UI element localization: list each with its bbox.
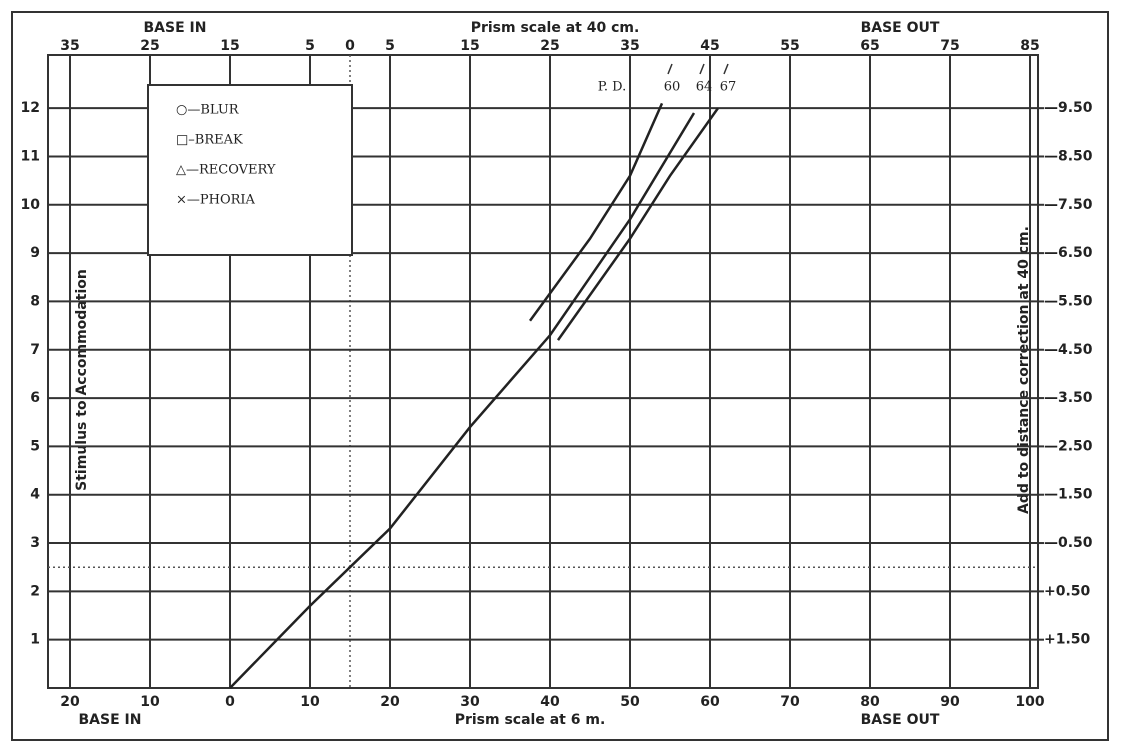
y2-tick-label: +1.50 xyxy=(1044,632,1091,648)
series-label-mark xyxy=(723,63,729,75)
x2-tick-label: 25 xyxy=(540,38,559,54)
y2-tick-label: —3.50 xyxy=(1044,390,1093,406)
legend-item: ○—BLUR xyxy=(176,103,240,118)
top-left-label: BASE IN xyxy=(144,20,207,36)
plot-frame xyxy=(47,54,1039,689)
y2-tick-label: —5.50 xyxy=(1044,293,1093,309)
x2-tick-label: 35 xyxy=(620,38,639,54)
y-tick-label: 11 xyxy=(21,148,40,164)
y2-tick-label: —7.50 xyxy=(1044,197,1093,213)
top-right-label: BASE OUT xyxy=(861,20,940,36)
series-label: 64 xyxy=(696,80,713,95)
x2-tick-label: 25 xyxy=(140,38,159,54)
y2-axis-title: Add to distance correction at 40 cm. xyxy=(1016,226,1032,514)
x-tick-label: 30 xyxy=(460,694,480,710)
y-tick-label: 7 xyxy=(30,342,40,358)
y-tick-label: 9 xyxy=(30,245,40,261)
bottom-right-label: BASE OUT xyxy=(861,712,940,728)
bottom-left-label: BASE IN xyxy=(79,712,142,728)
x-tick-label: 50 xyxy=(620,694,640,710)
y2-tick-label: —0.50 xyxy=(1044,535,1093,551)
x-tick-label: 10 xyxy=(300,694,320,710)
y2-tick-label: +0.50 xyxy=(1044,583,1091,599)
legend-item: △—RECOVERY xyxy=(176,163,276,178)
y-tick-label: 8 xyxy=(30,293,40,309)
x2-tick-label: 85 xyxy=(1020,38,1039,54)
y-tick-label: 3 xyxy=(30,535,40,551)
x-tick-label: 60 xyxy=(700,694,720,710)
x2-tick-label: 15 xyxy=(220,38,239,54)
y-tick-label: 1 xyxy=(30,632,40,648)
x-tick-label: 40 xyxy=(540,694,560,710)
y-tick-label: 6 xyxy=(30,390,40,406)
x2-tick-label: 75 xyxy=(940,38,959,54)
x2-tick-label: 65 xyxy=(860,38,879,54)
bottom-axis-title: Prism scale at 6 m. xyxy=(455,712,606,728)
y2-tick-label: —9.50 xyxy=(1044,100,1093,116)
series-label-mark xyxy=(667,63,673,75)
y-axis-title: Stimulus to Accommodation xyxy=(74,269,90,491)
legend-item: □–BREAK xyxy=(176,133,243,148)
legend-item: ×—PHORIA xyxy=(176,193,256,208)
y-tick-label: 5 xyxy=(30,438,40,454)
x-tick-label: 10 xyxy=(140,694,160,710)
y-tick-label: 10 xyxy=(21,197,41,213)
series-label: 60 xyxy=(664,80,681,95)
y-tick-label: 12 xyxy=(21,100,40,116)
x2-tick-label: 15 xyxy=(460,38,479,54)
y2-tick-label: —4.50 xyxy=(1044,342,1093,358)
x2-tick-label: 55 xyxy=(780,38,799,54)
y2-tick-label: —6.50 xyxy=(1044,245,1093,261)
y-tick-label: 2 xyxy=(30,583,40,599)
top-axis-title: Prism scale at 40 cm. xyxy=(471,20,640,36)
series-label: 67 xyxy=(720,80,737,95)
y2-tick-label: —8.50 xyxy=(1044,148,1093,164)
outer-frame xyxy=(11,11,1109,741)
annotation: P. D. xyxy=(598,80,626,95)
legend-box xyxy=(147,84,353,256)
y2-tick-label: —2.50 xyxy=(1044,438,1093,454)
y2-tick-label: —1.50 xyxy=(1044,487,1093,503)
series-line xyxy=(556,107,720,341)
x2-tick-label: 5 xyxy=(385,38,395,54)
x-tick-label: 100 xyxy=(1015,694,1044,710)
x-tick-label: 90 xyxy=(940,694,960,710)
x-tick-label: 20 xyxy=(380,694,400,710)
x2-tick-label: 0 xyxy=(345,38,355,54)
x-tick-label: 0 xyxy=(225,694,235,710)
x-tick-label: 80 xyxy=(860,694,880,710)
series-line xyxy=(229,112,696,689)
x-tick-label: 20 xyxy=(60,694,80,710)
y-tick-label: 4 xyxy=(30,487,40,503)
x-tick-label: 70 xyxy=(780,694,800,710)
series-label-mark xyxy=(699,63,705,75)
x2-tick-label: 35 xyxy=(60,38,79,54)
series-line xyxy=(528,102,664,322)
x2-tick-label: 5 xyxy=(305,38,315,54)
x2-tick-label: 45 xyxy=(700,38,719,54)
